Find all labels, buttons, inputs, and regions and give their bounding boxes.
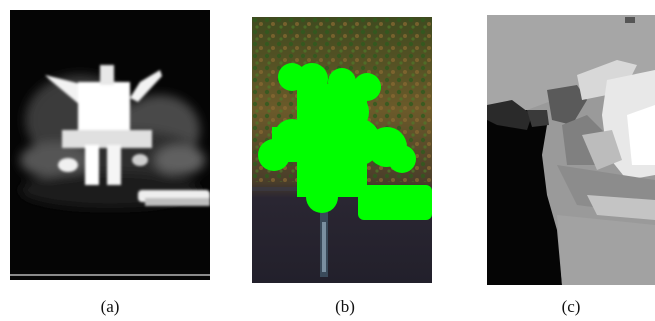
panel-caption-a: (a) bbox=[100, 297, 120, 316]
panel-caption-c: (c) bbox=[561, 297, 581, 316]
figure-panel-a bbox=[10, 10, 210, 280]
masked-photo-image bbox=[252, 17, 432, 283]
depth-map-image bbox=[487, 15, 655, 285]
figure-panel-c bbox=[487, 15, 655, 285]
saliency-map-image bbox=[10, 10, 210, 280]
figure-panel-b bbox=[252, 17, 432, 283]
panel-caption-b: (b) bbox=[335, 297, 355, 316]
